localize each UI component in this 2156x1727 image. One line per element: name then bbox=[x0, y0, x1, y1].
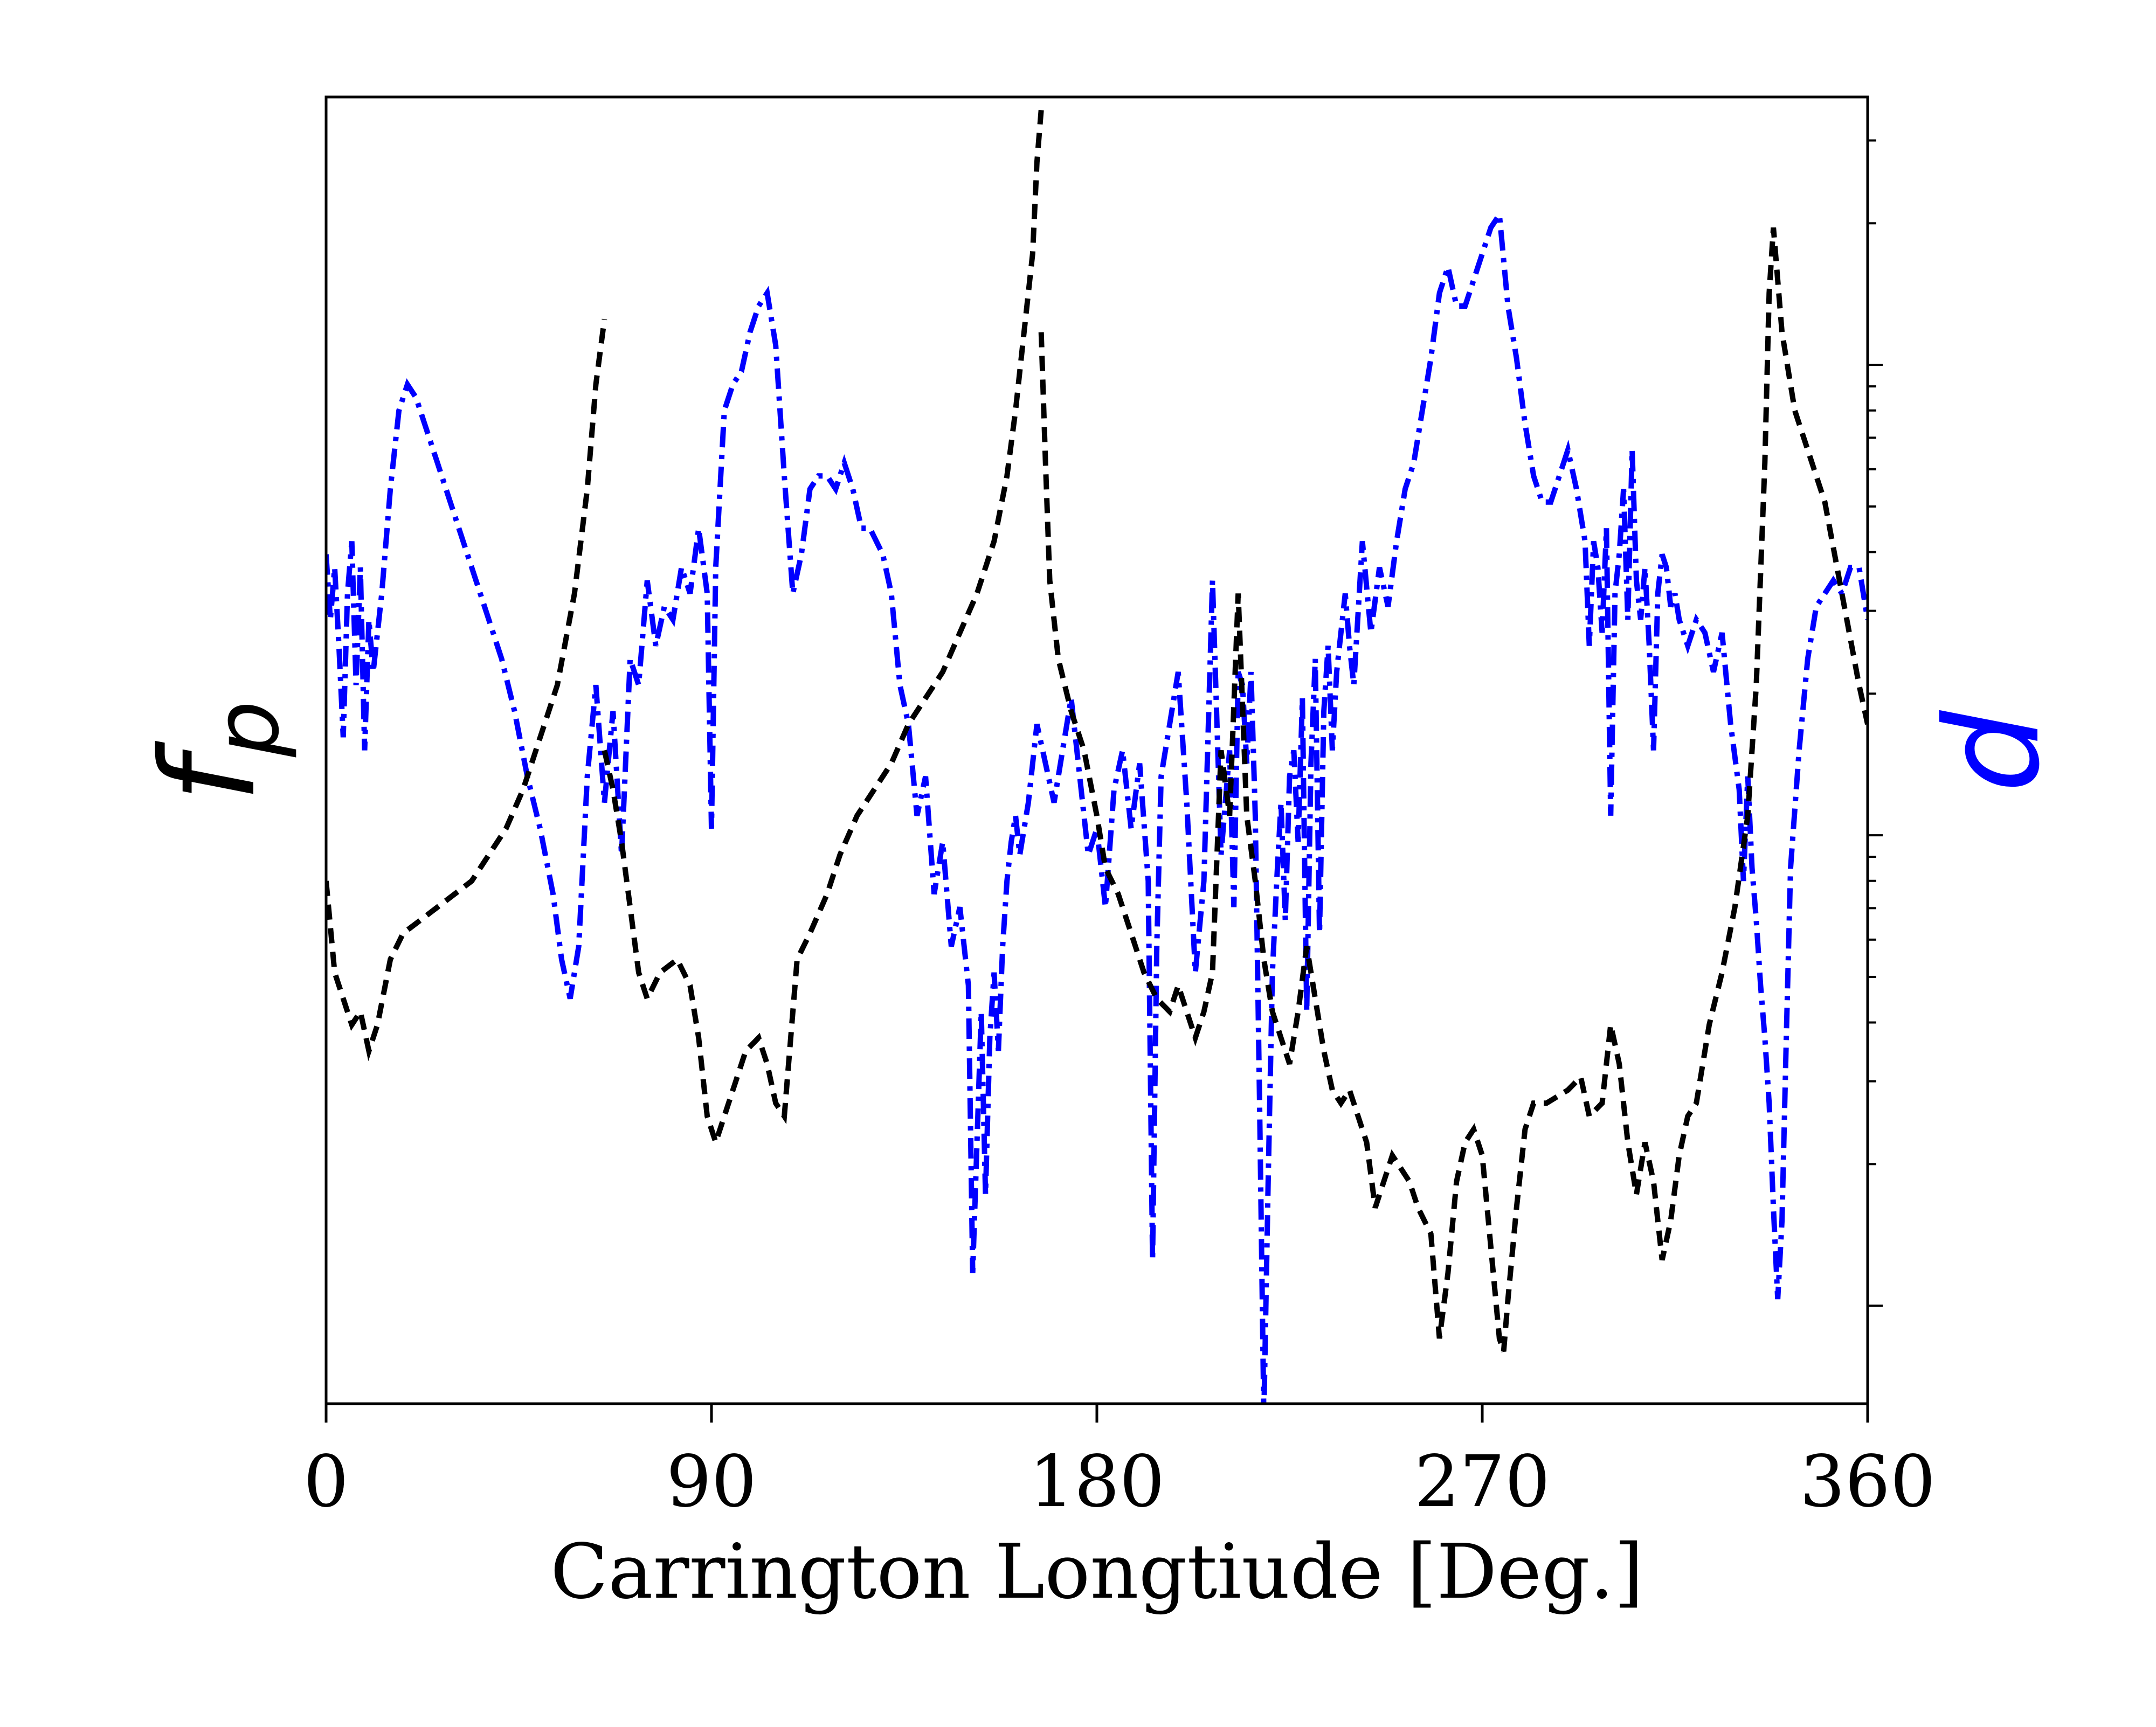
y-axis-label-left: fp bbox=[133, 700, 299, 802]
x-tick-label: 180 bbox=[1029, 1440, 1165, 1523]
x-axis-label: Carrington Longtiude [Deg.] bbox=[550, 1528, 1643, 1616]
x-tick-label: 360 bbox=[1800, 1440, 1936, 1523]
y-axis-label-right: d bbox=[1917, 710, 2068, 793]
series-fp-line-segment-2 bbox=[602, 109, 1044, 1152]
plot-frame bbox=[324, 95, 1869, 1405]
series-d-line bbox=[326, 206, 1868, 1404]
x-tick-label: 90 bbox=[666, 1440, 757, 1523]
x-tick-label: 0 bbox=[303, 1440, 349, 1523]
x-axis: 0 90 180 270 360 bbox=[303, 1404, 1936, 1523]
x-tick-label: 270 bbox=[1414, 1440, 1550, 1523]
plot-area bbox=[326, 109, 1868, 1404]
series-fp-line-segment-3 bbox=[1038, 227, 1868, 1353]
series-fp-line-segment-1 bbox=[326, 318, 607, 1062]
right-axis-ticks bbox=[1868, 139, 1883, 1307]
